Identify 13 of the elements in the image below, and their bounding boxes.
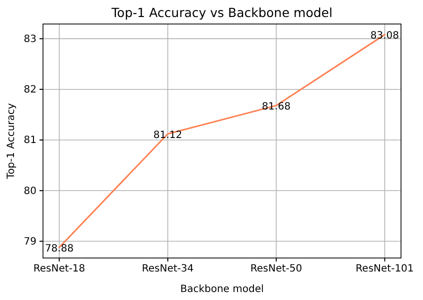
- x-tick-label: ResNet-101: [356, 264, 414, 275]
- y-tick-label: 80: [24, 186, 36, 197]
- y-tick-label: 79: [24, 236, 36, 248]
- y-axis-title: Top-1 Accuracy: [6, 103, 17, 180]
- y-tick-label: 82: [24, 84, 36, 96]
- x-tick-label: ResNet-34: [142, 264, 194, 275]
- y-tick-label: 83: [24, 34, 36, 45]
- data-label: 78.88: [44, 243, 74, 254]
- x-tick-label: ResNet-18: [33, 264, 86, 275]
- y-tick-label: 81: [24, 135, 36, 146]
- x-tick-label: ResNet-50: [250, 264, 302, 275]
- x-axis-title: Backbone model: [180, 284, 264, 295]
- chart-title: Top-1 Accuracy vs Backbone model: [110, 5, 332, 20]
